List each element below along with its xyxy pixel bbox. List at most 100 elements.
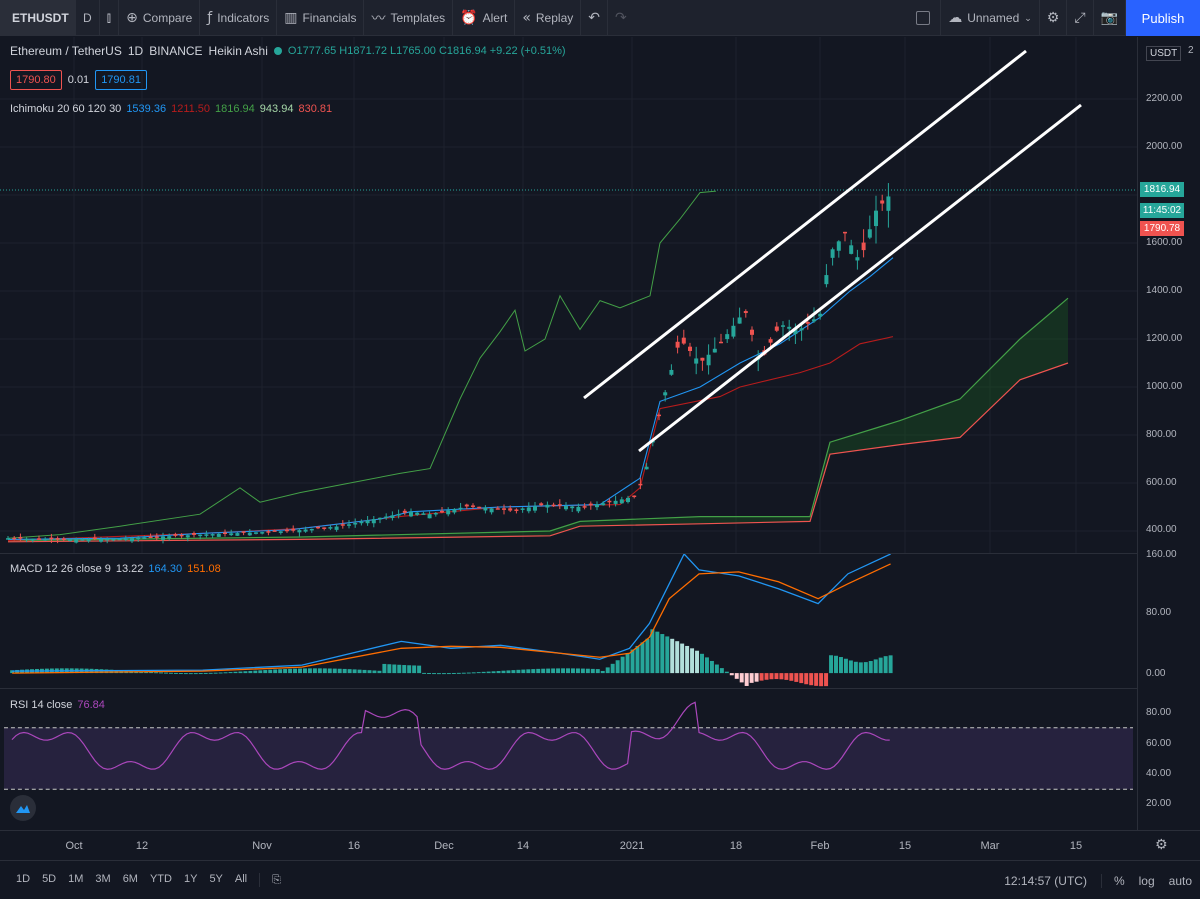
- ichimoku-lagging: 1816.94: [215, 103, 255, 115]
- replay-button[interactable]: « Replay: [515, 0, 582, 36]
- templates-button[interactable]: 〰 Templates: [364, 0, 454, 36]
- range-6m[interactable]: 6M: [122, 873, 138, 885]
- bottom-right-controls: 12:14:57 (UTC) % log auto: [1004, 861, 1192, 899]
- gear-icon: ⚙: [1046, 10, 1060, 26]
- plus-circle-icon: ⊕: [126, 9, 138, 26]
- chart-legend: Ethereum / TetherUS 1D BINANCE Heikin As…: [10, 44, 566, 58]
- tradingview-logo[interactable]: [10, 795, 36, 821]
- ichimoku-legend: Ichimoku 20 60 120 30 1539.36 1211.50 18…: [10, 103, 332, 115]
- ichimoku-lead-b: 830.81: [298, 103, 333, 115]
- compare-button[interactable]: ⊕ Compare: [119, 0, 201, 36]
- macd-bar: [357, 669, 362, 674]
- macd-bar: [774, 673, 779, 680]
- redo-button[interactable]: ↷: [608, 0, 634, 36]
- undo-button[interactable]: ↶: [581, 0, 608, 36]
- macd-bar: [288, 668, 293, 674]
- snapshot-button[interactable]: 📷: [1094, 0, 1126, 36]
- axis-settings-icon[interactable]: ⚙: [1155, 837, 1168, 853]
- symbol-search[interactable]: ETHUSDT: [0, 0, 76, 36]
- range-ytd[interactable]: YTD: [149, 873, 172, 885]
- macd-bar: [719, 668, 724, 674]
- range-5y[interactable]: 5Y: [209, 873, 223, 885]
- macd-bar: [407, 665, 412, 674]
- macd-bar: [397, 664, 402, 674]
- candle-body: [130, 538, 134, 542]
- candle-body: [582, 506, 587, 508]
- candle-body: [514, 509, 519, 511]
- macd-pane[interactable]: [0, 553, 1137, 688]
- candle-body: [818, 313, 823, 317]
- range-5d[interactable]: 5D: [42, 873, 57, 885]
- financials-button[interactable]: ▥ Financials: [277, 0, 365, 36]
- time-tick: 12: [135, 840, 149, 852]
- last-price-label: 1816.94: [1140, 182, 1184, 197]
- alert-button[interactable]: ⏰ Alert: [453, 0, 516, 36]
- candle-body: [43, 539, 48, 541]
- publish-button[interactable]: Publish: [1126, 0, 1200, 36]
- candle-body: [316, 526, 320, 529]
- currency-label[interactable]: USDT: [1146, 46, 1182, 61]
- chart-style-button[interactable]: ⫾: [100, 0, 120, 36]
- candle-body: [365, 520, 370, 524]
- macd-bar: [556, 668, 561, 674]
- fullscreen-button[interactable]: ⤢: [1067, 0, 1094, 36]
- candle-body: [880, 200, 885, 204]
- macd-bar: [561, 668, 566, 674]
- spread-value: 0.01: [67, 74, 90, 86]
- macd-bar: [531, 669, 536, 674]
- time-tick: 14: [516, 840, 530, 852]
- macd-bar: [759, 673, 764, 681]
- candle-body: [681, 337, 686, 344]
- auto-toggle[interactable]: auto: [1168, 873, 1192, 888]
- range-all[interactable]: All: [234, 873, 248, 885]
- macd-bar: [709, 660, 714, 674]
- macd-bar: [868, 661, 873, 674]
- macd-bar: [804, 673, 809, 685]
- macd-bar: [392, 664, 397, 674]
- range-3m[interactable]: 3M: [95, 873, 111, 885]
- macd-bar: [670, 638, 675, 674]
- macd-bar: [427, 673, 432, 675]
- legend-chart-style: Heikin Ashi: [208, 44, 268, 58]
- macd-bar: [645, 638, 650, 674]
- price-chart[interactable]: [0, 37, 1137, 553]
- interval-button[interactable]: D: [76, 0, 100, 36]
- macd-bar: [501, 670, 506, 674]
- clock-timezone[interactable]: 12:14:57 (UTC): [1004, 873, 1087, 888]
- settings-button[interactable]: ⚙: [1040, 0, 1068, 36]
- time-axis[interactable]: Oct 12 Nov 16 Dec 14 2021 18 Feb 15 Mar …: [0, 830, 1200, 860]
- macd-bar: [233, 671, 238, 674]
- range-1d[interactable]: 1D: [16, 873, 31, 885]
- macd-bar: [824, 673, 829, 687]
- indicators-button[interactable]: ƒ Indicators: [200, 0, 278, 36]
- log-toggle[interactable]: log: [1138, 873, 1155, 888]
- macd-bar: [819, 673, 824, 687]
- candle-body: [483, 507, 488, 511]
- candle-body: [210, 534, 215, 536]
- macd-bar: [193, 673, 198, 675]
- channel-upper-line[interactable]: [583, 49, 1027, 400]
- macd-bar: [456, 672, 461, 674]
- macd-bar: [476, 672, 481, 674]
- channel-lower-line[interactable]: [638, 103, 1082, 453]
- price-axis[interactable]: 2 USDT 2200.00 2000.00 1816.94 11:45:02 …: [1137, 37, 1200, 830]
- macd-bar: [302, 668, 307, 674]
- candle-body: [663, 392, 668, 396]
- range-1y[interactable]: 1Y: [183, 873, 198, 885]
- macd-bar: [377, 670, 382, 674]
- rsi-axis-tick: 80.00: [1146, 707, 1172, 718]
- macd-bar: [729, 673, 734, 676]
- rsi-pane[interactable]: [0, 688, 1137, 830]
- macd-bar: [640, 642, 645, 674]
- layout-menu[interactable]: ☁ Unnamed ⌄: [941, 0, 1040, 36]
- date-range-icon[interactable]: ⎘: [259, 873, 287, 887]
- sell-price-button[interactable]: 1790.80: [10, 70, 62, 90]
- layout-checkbox[interactable]: [916, 11, 931, 25]
- multiple-charts-toggle[interactable]: [906, 0, 942, 36]
- time-tick: Mar: [980, 840, 1000, 852]
- range-1m[interactable]: 1M: [68, 873, 84, 885]
- buy-price-button[interactable]: 1790.81: [95, 70, 147, 90]
- percent-toggle[interactable]: %: [1100, 873, 1125, 888]
- candle-body: [179, 534, 184, 537]
- macd-bar: [834, 655, 838, 674]
